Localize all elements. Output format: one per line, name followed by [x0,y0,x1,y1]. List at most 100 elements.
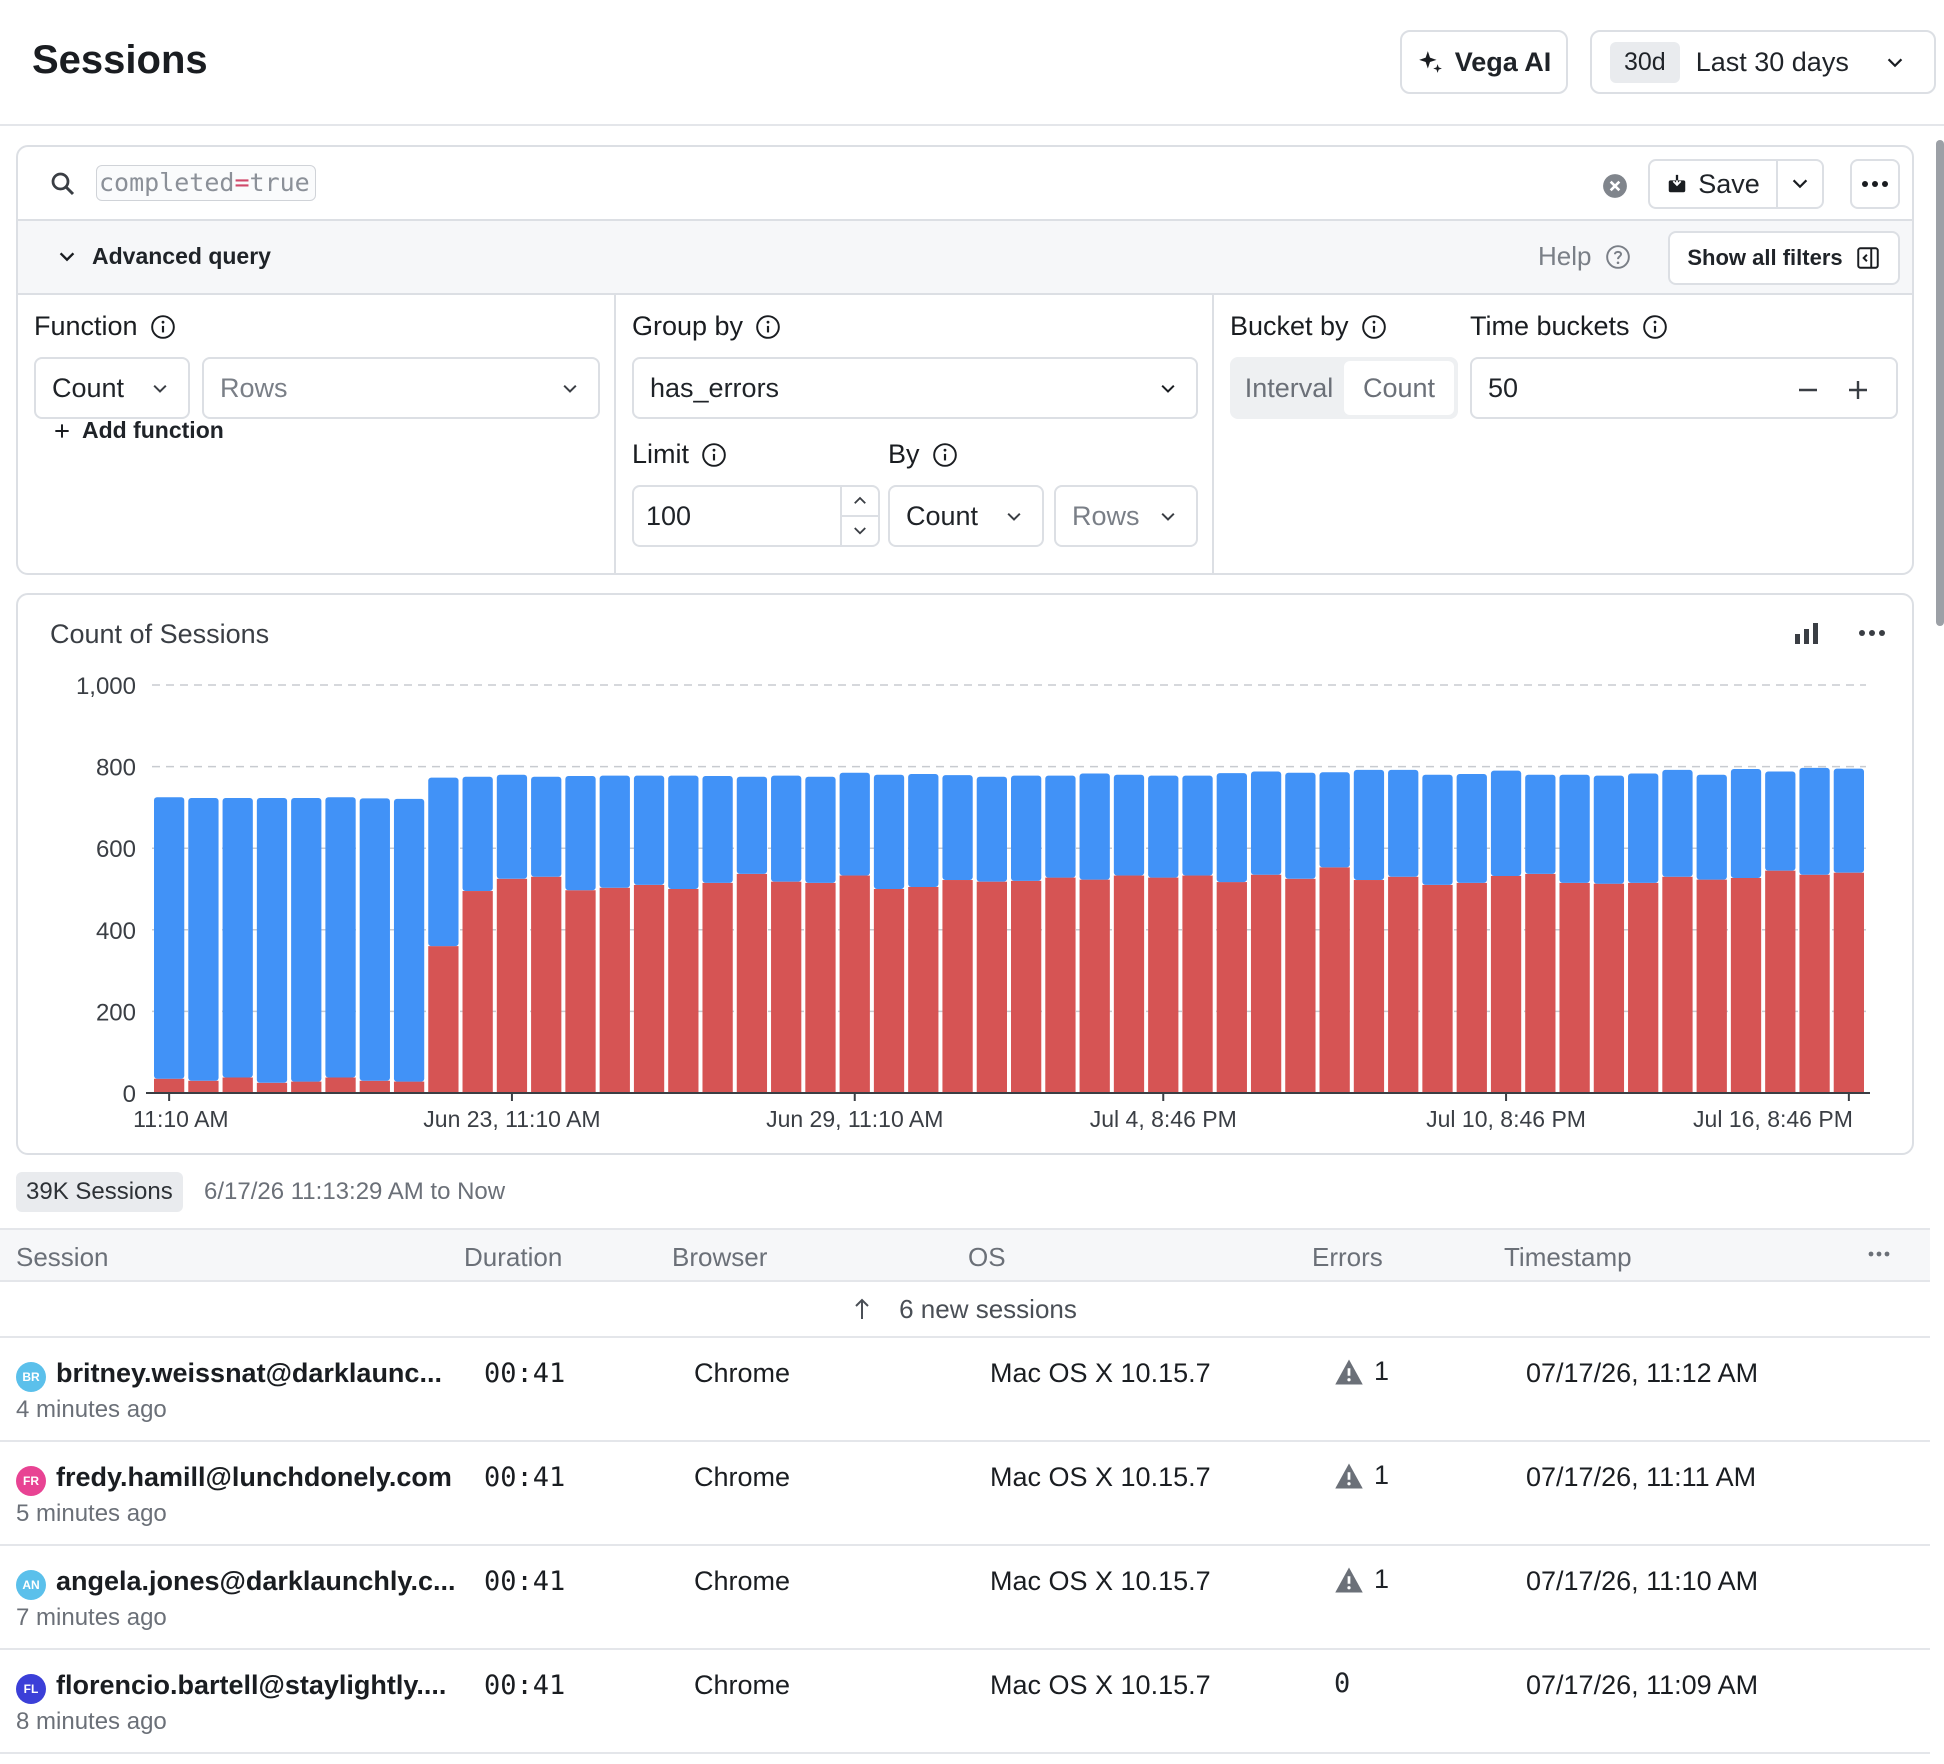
table-row[interactable]: FR fredy.hamill@lunchdonely.com 5 minutes … [0,1442,1930,1546]
bar-chart-icon[interactable] [1794,621,1820,645]
minus-icon[interactable] [1796,378,1820,402]
group-by-select[interactable]: has_errors [632,357,1198,419]
more-horizontal-icon[interactable] [1868,1250,1890,1258]
help-link[interactable]: Help [1538,241,1631,272]
bar-segment [393,798,425,1082]
page-header: Sessions Vega AI 30d Last 30 days [0,0,1944,126]
plus-icon[interactable] [1846,378,1870,402]
by-field-select[interactable]: Rows [1054,485,1198,547]
bar-segment [873,774,905,889]
bar-segment [1216,773,1247,883]
limit-stepper[interactable]: 100 [632,485,880,547]
more-horizontal-icon[interactable] [1858,621,1886,645]
session-email[interactable]: angela.jones@darklaunchly.c... [56,1566,456,1596]
table-row[interactable]: FL florencio.bartell@staylightly.... 8 min… [0,1650,1930,1754]
info-icon[interactable] [1642,314,1668,340]
session-browser: Chrome [694,1358,791,1388]
time-buckets-input[interactable]: 50 [1470,357,1898,419]
session-relative-time: 8 minutes ago [16,1708,167,1735]
limit-decrement-button[interactable] [842,517,878,545]
add-function-button[interactable]: Add function [52,417,224,444]
bucket-count-option[interactable]: Count [1344,361,1454,415]
bar-segment [1113,774,1145,876]
y-tick-label: 1,000 [76,673,136,700]
bar-segment [291,1081,322,1093]
query-more-button[interactable] [1850,159,1900,209]
bar-segment [1730,877,1762,1093]
group-by-label: Group by [632,311,744,341]
bar-segment [154,1078,185,1093]
bar-segment [1730,769,1762,878]
bar-segment [1765,870,1796,1093]
bar-segment [1148,877,1179,1093]
limit-value: 100 [646,500,692,531]
bar-segment [1285,878,1316,1093]
bar-segment [771,881,802,1093]
group-by-label-wrap: Group by [632,311,781,342]
session-count-badge: 39K Sessions [16,1172,183,1212]
info-icon[interactable] [932,442,958,468]
session-email[interactable]: florencio.bartell@staylightly.... [56,1670,447,1700]
page-title: Sessions [32,38,208,82]
chart-toolbar [1794,621,1886,645]
show-all-filters-button[interactable]: Show all filters [1668,231,1900,285]
table-row[interactable]: AN angela.jones@darklaunchly.c... 7 minute… [0,1546,1930,1650]
function-aggregate-select[interactable]: Count [34,357,190,419]
column-errors[interactable]: Errors [1312,1242,1383,1272]
scrollbar[interactable] [1936,140,1944,626]
bar-segment [565,775,596,891]
save-dropdown-button[interactable] [1778,161,1822,207]
session-errors: 0 [1334,1668,1350,1699]
function-aggregate-value: Count [52,372,125,403]
search-input[interactable]: completed=true [96,165,316,201]
bar-segment [1353,769,1385,881]
bar-segment [839,772,870,876]
by-aggregate-select[interactable]: Count [888,485,1044,547]
info-icon[interactable] [755,314,781,340]
limit-increment-button[interactable] [842,487,878,517]
advanced-query-toggle[interactable]: Advanced query [56,243,271,270]
bar-segment [1525,774,1556,874]
bar-segment [1216,882,1247,1093]
clear-search-icon[interactable] [1602,173,1628,199]
session-email[interactable]: britney.weissnat@darklaunc... [56,1358,442,1388]
bar-segment [839,875,870,1093]
x-tick-label: Jul 4, 8:46 PM [1090,1106,1237,1132]
info-icon[interactable] [150,314,176,340]
bar-segment [1388,769,1419,877]
show-all-filters-label: Show all filters [1687,245,1843,270]
bar-segment [1799,767,1830,875]
vega-ai-button[interactable]: Vega AI [1400,30,1568,94]
question-circle-icon [1606,244,1631,269]
bar-segment [1011,880,1042,1093]
column-session[interactable]: Session [16,1242,109,1272]
chart-title: Count of Sessions [50,619,270,649]
bucket-interval-option[interactable]: Interval [1244,372,1334,403]
arrow-up-icon [855,1298,869,1319]
bar-segment [1148,775,1179,878]
save-button[interactable]: Save [1650,161,1778,207]
bar-segment [908,773,939,887]
column-browser[interactable]: Browser [672,1242,768,1272]
session-errors: 1 [1334,1356,1389,1387]
x-tick-label: 11:10 AM [133,1106,228,1132]
bar-segment [565,890,596,1093]
bar-segment [1422,774,1453,885]
info-icon[interactable] [1361,314,1387,340]
bar-segment [976,881,1007,1093]
column-os[interactable]: OS [968,1242,1006,1272]
column-timestamp[interactable]: Timestamp [1504,1242,1632,1272]
bar-segment [1456,773,1487,883]
bar-segment [462,891,493,1093]
info-icon[interactable] [701,442,727,468]
session-range-text: 6/17/26 11:13:29 AM to Now [204,1178,506,1205]
table-row[interactable]: BR britney.weissnat@darklaunc... 4 minutes… [0,1338,1930,1442]
session-browser: Chrome [694,1566,791,1596]
limit-label: Limit [632,439,690,469]
time-range-select[interactable]: 30d Last 30 days [1590,30,1936,94]
new-sessions-banner[interactable]: 6 new sessions [0,1282,1930,1338]
session-email[interactable]: fredy.hamill@lunchdonely.com [56,1462,452,1492]
bar-segment [531,776,562,877]
function-field-select[interactable]: Rows [202,357,600,419]
column-duration[interactable]: Duration [464,1242,563,1272]
